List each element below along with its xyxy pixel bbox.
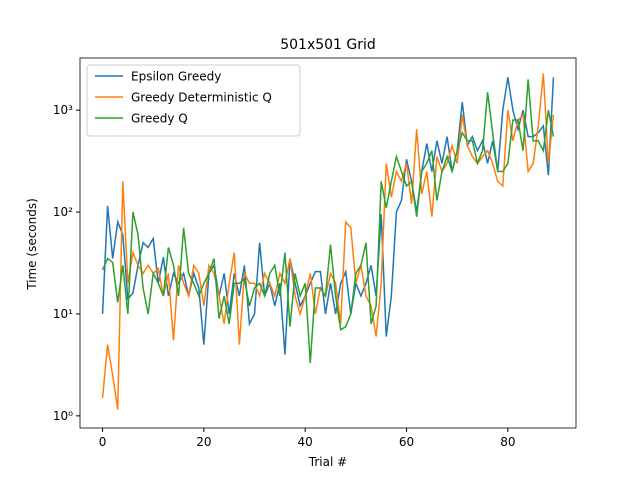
y-axis-label: Time (seconds): [25, 198, 39, 291]
chart-title: 501x501 Grid: [280, 37, 376, 53]
x-tick-label: 80: [500, 435, 515, 449]
legend-label: Epsilon Greedy: [131, 70, 221, 84]
y-tick-label: 10²: [53, 205, 73, 219]
legend-label: Greedy Q: [131, 112, 188, 126]
legend-label: Greedy Deterministic Q: [131, 91, 272, 105]
x-tick-label: 40: [298, 435, 313, 449]
x-axis-label: Trial #: [308, 455, 347, 469]
legend-box: [86, 64, 301, 137]
legend: Epsilon Greedy Greedy Deterministic Q Gree…: [86, 64, 301, 137]
y-tick-label: 10¹: [53, 307, 73, 321]
x-tick-label: 20: [196, 435, 211, 449]
y-tick-label: 10⁰: [53, 409, 73, 423]
series-line: [101, 79, 555, 364]
x-tick-label: 60: [399, 435, 414, 449]
x-tick-label: 0: [99, 435, 107, 449]
plot-frame: [79, 57, 577, 429]
y-tick-label: 10³: [53, 103, 73, 117]
